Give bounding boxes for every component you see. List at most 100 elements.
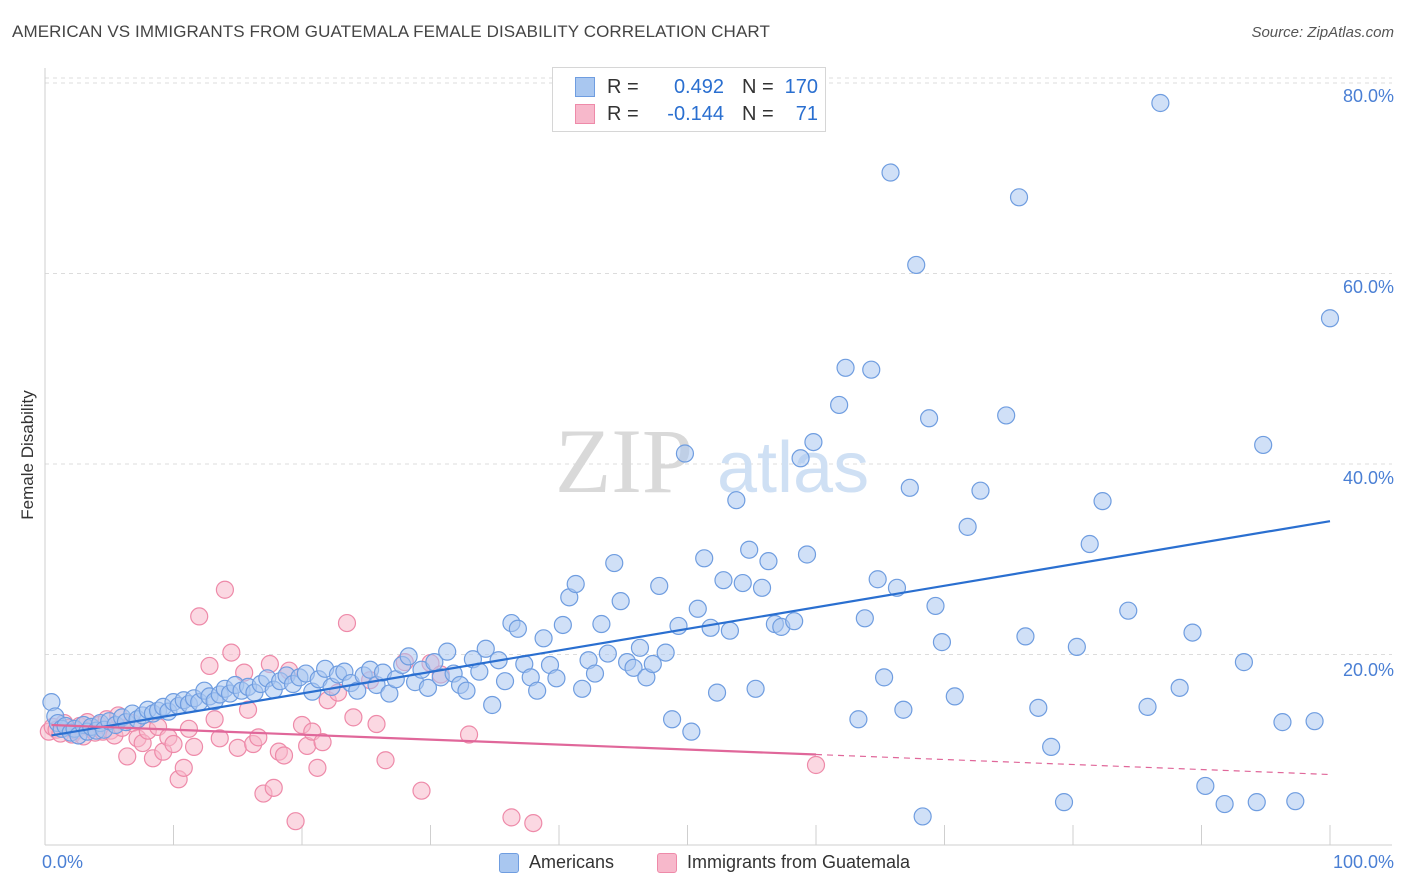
americans-point [643,654,662,674]
guatemala-trend-line [51,723,817,756]
americans-point [1009,188,1029,207]
legend-swatch-guatemala [575,104,595,124]
y-tick-label-20: 20.0% [1342,660,1394,680]
americans-point [1320,309,1340,328]
americans-point [1254,435,1273,455]
guatemala-point [222,643,241,662]
series-americans [42,93,1340,826]
americans-point [907,255,926,275]
guatemala-point [367,714,386,734]
legend-r-value: 0.492 [673,75,724,98]
americans-point [348,681,367,700]
watermark-zip: ZIP [555,410,693,512]
americans-point [598,644,617,663]
americans-point [547,669,566,688]
americans-point [707,683,727,702]
americans-point [1286,792,1305,811]
americans-point [791,449,810,468]
guatemala-point [200,656,219,676]
americans-point [849,710,868,729]
guatemala-point [286,812,305,831]
americans-point [804,432,823,452]
guatemala-point [174,758,193,777]
americans-point [592,614,611,634]
americans-point [932,633,952,652]
legend-swatch-americans [575,77,595,97]
x-tick-label-min: 0.0% [42,852,84,872]
americans-point [585,664,605,683]
guatemala-point [313,733,332,752]
americans-point [1067,637,1086,656]
legend-label-americans: Americans [529,852,615,872]
guatemala-point [249,728,268,747]
legend-item-americans[interactable]: Americans [499,852,614,873]
americans-point [881,163,900,182]
americans-point [1016,627,1035,646]
americans-point [875,668,894,687]
guatemala-point [308,758,327,777]
americans-point [624,658,643,677]
americans-point [508,619,527,638]
guatemala-point [502,808,521,827]
legend-row-americans: R = 0.492 N = 170 [575,75,818,99]
americans-point [1119,601,1138,620]
americans-point [727,491,746,510]
americans-point [1138,697,1157,716]
americans-point [830,395,849,415]
americans-point [797,545,817,564]
legend-top: R = 0.492 N = 170 R = -0.144 N = 71 [552,67,826,132]
legend-r-label: R = [607,75,639,98]
americans-point [457,681,476,700]
americans-point [701,618,720,637]
legend-bottom: Americans Immigrants from Guatemala [0,852,1406,878]
x-tick-label-max: 100.0% [1332,852,1394,872]
americans-point [688,599,707,618]
americans-point [534,629,553,648]
americans-point [483,695,502,715]
americans-point [528,681,547,700]
americans-point [1196,776,1215,796]
guatemala-point [205,710,224,729]
guatemala-point [459,725,479,744]
guatemala-point [524,813,543,833]
legend-r-value: -0.144 [667,102,724,125]
americans-trend-line [51,520,1331,737]
guatemala-point [118,747,137,766]
americans-point [997,406,1016,425]
guatemala-point [264,778,283,797]
guatemala-point [806,755,826,775]
americans-point [650,576,669,596]
americans-point [900,478,919,497]
americans-point [733,573,752,593]
americans-point [720,621,740,640]
americans-point [945,687,964,706]
americans-point [605,553,624,573]
source-label: Source: ZipAtlas.com [1251,24,1394,41]
legend-item-guatemala[interactable]: Immigrants from Guatemala [657,852,910,873]
guatemala-point [210,729,229,748]
legend-n-label: N = [742,102,774,125]
guatemala-point [184,737,204,756]
americans-point [656,643,675,662]
guatemala-point [164,734,183,754]
americans-point [1080,534,1099,554]
americans-point [1215,794,1234,814]
chart-title: AMERICAN VS IMMIGRANTS FROM GUATEMALA FE… [12,22,770,41]
legend-row-guatemala: R = -0.144 N = 71 [575,102,818,126]
americans-point [682,722,701,741]
guatemala-point [190,607,209,626]
legend-n-value: 71 [795,102,818,125]
guatemala-trend-extension [815,753,1331,776]
axes [44,68,1392,846]
americans-point [611,592,630,611]
legend-n-value: 170 [784,75,818,98]
legend-swatch-guatemala [657,852,677,873]
americans-point [958,517,977,536]
watermark: ZIP atlas [555,410,869,512]
americans-point [836,358,855,377]
americans-point [926,596,945,616]
americans-point [1029,698,1048,717]
americans-point [740,540,759,559]
legend-r-label: R = [607,102,639,125]
americans-point [1305,712,1324,731]
